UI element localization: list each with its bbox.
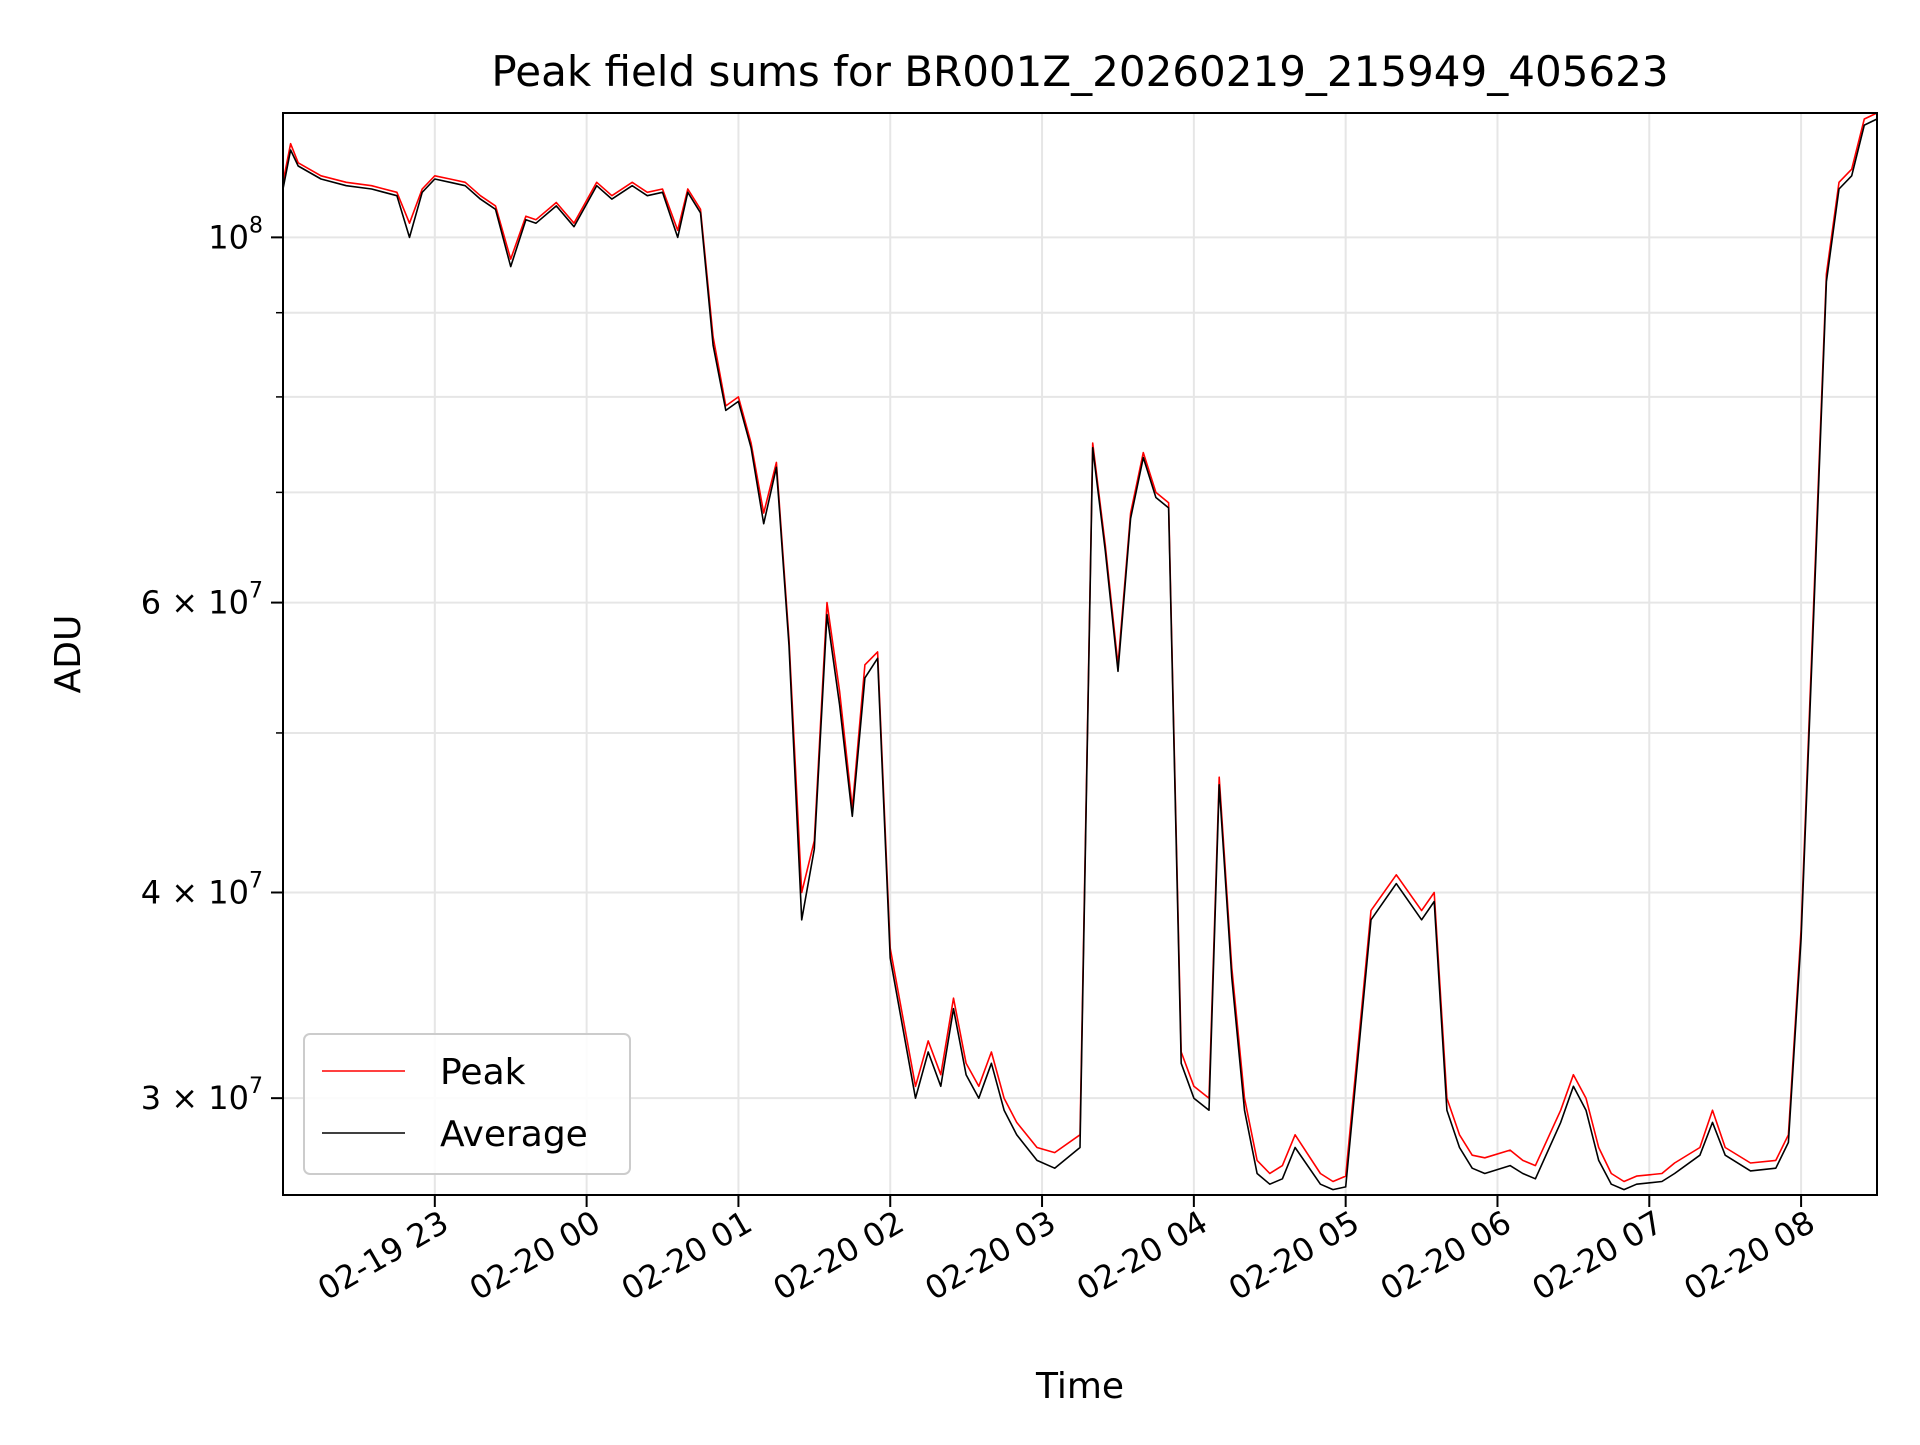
- plot-frame: [282, 112, 1878, 1196]
- y-tick-label: 108: [208, 213, 263, 256]
- y-axis-label: ADU: [48, 615, 89, 694]
- legend-box: [303, 1033, 631, 1175]
- legend-label: Peak: [440, 1052, 526, 1093]
- legend: Peak Average: [303, 1033, 631, 1175]
- series-layer: [282, 112, 1878, 1191]
- legend-label: Average: [440, 1114, 588, 1155]
- y-tick-label: 3 × 107: [141, 1074, 263, 1117]
- y-axis: 108 6 × 107 4 × 107 3 × 107: [141, 213, 283, 1117]
- y-tick-label: 6 × 107: [141, 579, 263, 622]
- series-line-average: [282, 118, 1878, 1191]
- x-axis-label: Time: [1035, 1366, 1124, 1407]
- chart-title: Peak field sums for BR001Z_20260219_2159…: [491, 47, 1668, 96]
- y-tick-label: 4 × 107: [141, 868, 263, 911]
